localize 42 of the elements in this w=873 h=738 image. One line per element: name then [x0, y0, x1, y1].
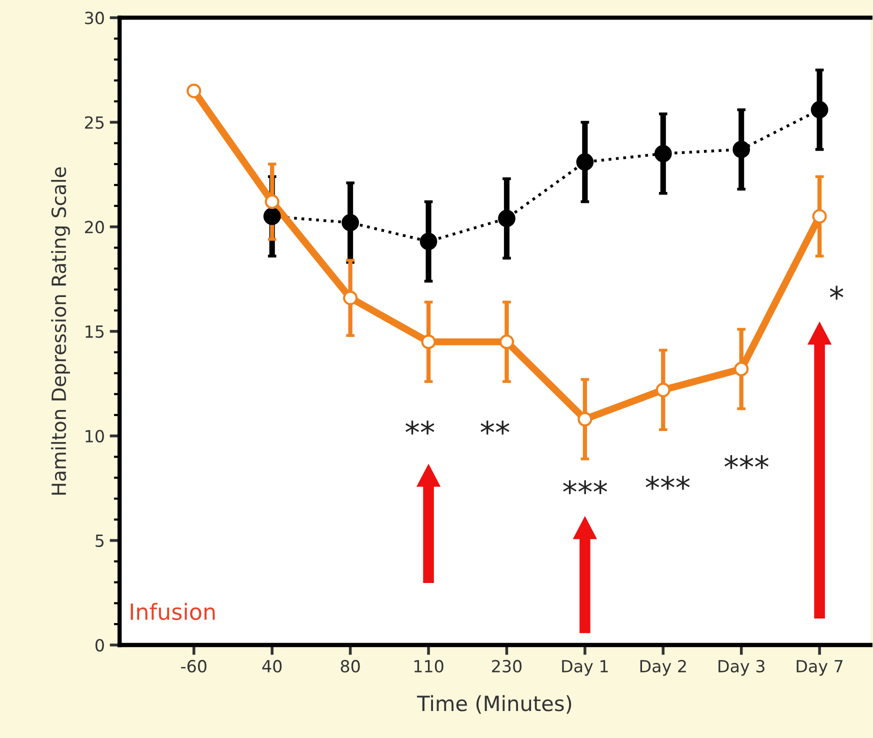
point [656, 382, 670, 398]
annotation: Infusion [130, 602, 215, 620]
x-tick-label: Day 1 [562, 660, 608, 676]
point [576, 153, 594, 171]
point [732, 140, 750, 158]
x-tick-label: Day 3 [718, 660, 764, 676]
x-tick-label: 230 [492, 660, 522, 672]
point [734, 362, 749, 376]
y-tick-label: 10 [86, 430, 104, 442]
y-tick-label: 25 [85, 116, 104, 129]
point [499, 334, 514, 350]
annotation: *** [646, 476, 690, 490]
y-tick-label: 0 [96, 638, 104, 652]
annotation: *** [563, 480, 608, 494]
y-tick-label: 30 [85, 12, 104, 24]
point [186, 84, 202, 98]
point [810, 101, 828, 118]
x-axis-title: Time (Minutes) [417, 695, 572, 714]
x-tick-label: 110 [414, 660, 444, 672]
x-tick-label: 40 [262, 660, 282, 672]
y-tick-label: 20 [85, 220, 104, 234]
point [654, 144, 672, 162]
x-tick-label: -60 [181, 660, 206, 672]
point [812, 209, 827, 224]
point [263, 208, 281, 226]
x-tick-label: Day 7 [796, 660, 843, 676]
point [342, 214, 359, 232]
annotation: ** [480, 420, 510, 435]
y-tick-label: 15 [86, 326, 104, 338]
point [264, 194, 280, 210]
point [498, 210, 516, 228]
y-tick-label: 5 [96, 534, 104, 548]
x-tick-label: Day 2 [640, 660, 686, 676]
x-tick-label: 80 [340, 660, 360, 672]
y-axis-title: Hamilton Depression Rating Scale [51, 167, 70, 495]
point [420, 232, 438, 250]
annotation: *** [724, 455, 769, 470]
point [578, 412, 592, 426]
annotation: * [830, 286, 844, 300]
point [343, 290, 358, 306]
point [421, 334, 436, 350]
annotation: ** [406, 420, 434, 435]
